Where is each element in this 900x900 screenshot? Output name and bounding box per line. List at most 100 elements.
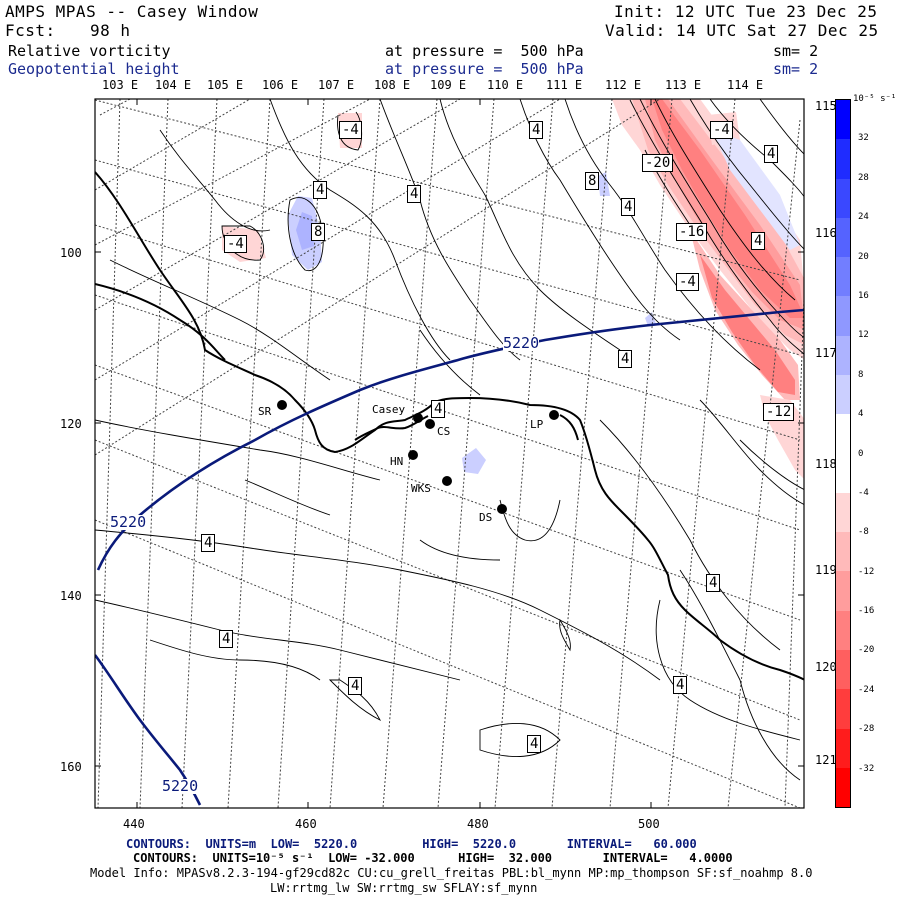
- field1-smoothing: sm= 2: [773, 42, 819, 60]
- vorticity-contour-label: 4: [201, 534, 216, 552]
- vorticity-contour-label: 4: [673, 676, 688, 694]
- axis-ticks: [95, 99, 804, 808]
- station-marker-ds: [497, 504, 507, 514]
- station-label-cs: CS: [437, 425, 451, 438]
- vorticity-contour-label: 4: [529, 121, 544, 139]
- field2-level: at pressure = 500 hPa: [385, 60, 584, 78]
- vorticity-contour-label: 4: [348, 677, 363, 695]
- station-marker-lp: [549, 410, 559, 420]
- lon-label: 107 E: [318, 78, 355, 92]
- y-axis-label: 100: [60, 246, 82, 260]
- station-label-sr: SR: [258, 405, 272, 418]
- colorbar-swatch: [836, 571, 850, 611]
- colorbar-tick-label: 8: [858, 369, 864, 380]
- station-marker-hn: [408, 450, 418, 460]
- colorbar-swatch: [836, 374, 850, 415]
- station-marker-wks: [442, 476, 452, 486]
- colorbar-tick-label: -16: [858, 606, 875, 617]
- colorbar-tick-label: 28: [858, 172, 869, 183]
- station-marker-cs: [425, 419, 435, 429]
- lon-label: 105 E: [207, 78, 244, 92]
- lon-label: 103 E: [102, 78, 139, 92]
- colorbar-tick-label: 32: [858, 133, 869, 144]
- height-contour-label: 5220: [503, 334, 540, 352]
- station-label-lp: LP: [530, 418, 544, 431]
- colorbar-swatch: [836, 139, 850, 179]
- lon-label: 112 E: [605, 78, 642, 92]
- colorbar-swatch: [836, 728, 850, 768]
- colorbar-swatch: [836, 178, 850, 218]
- x-axis-label: 480: [467, 817, 489, 831]
- vorticity-contour-label: -4: [224, 235, 247, 253]
- colorbar-swatch: [836, 217, 850, 258]
- colorbar-tick-label: -4: [858, 487, 869, 498]
- colorbar-swatch: [836, 335, 850, 375]
- vorticity-contour-label: 4: [219, 630, 234, 648]
- station-label-hn: HN: [390, 455, 404, 468]
- colorbar-tick-label: 16: [858, 290, 869, 301]
- colorbar-tick-label: -32: [858, 763, 875, 774]
- y-axis-label: 140: [60, 589, 82, 603]
- height-contour-label: 5220: [110, 513, 147, 531]
- lon-label: 114 E: [727, 78, 764, 92]
- vorticity-contour-label: 4: [313, 181, 328, 199]
- model-info-physics: LW:rrtmg_lw SW:rrtmg_sw SFLAY:sf_mynn: [270, 881, 538, 895]
- colorbar-tick-label: 20: [858, 251, 869, 262]
- colorbar-swatch: [836, 532, 850, 572]
- colorbar-tick-label: 0: [858, 448, 864, 459]
- lon-label: 111 E: [546, 78, 583, 92]
- vorticity-contour-label: 8: [311, 223, 326, 241]
- init-time: Init: 12 UTC Tue 23 Dec 25: [614, 2, 878, 21]
- colorbar-swatch: [836, 610, 850, 650]
- lon-label: 104 E: [155, 78, 192, 92]
- colorbar-swatch: [836, 492, 850, 533]
- colorbar-swatch: [836, 296, 850, 336]
- coastline: [95, 171, 804, 681]
- field1-level: at pressure = 500 hPa: [385, 42, 584, 60]
- y-axis-label: 160: [60, 760, 82, 774]
- valid-time: Valid: 14 UTC Sat 27 Dec 25: [605, 21, 879, 40]
- plot-title: AMPS MPAS -- Casey Window: [5, 2, 259, 21]
- vorticity-contour-label: 4: [527, 735, 542, 753]
- vorticity-contour-label: 4: [751, 232, 766, 250]
- vorticity-contour-label: 4: [764, 145, 779, 163]
- colorbar-tick-label: -28: [858, 724, 875, 735]
- x-axis-label: 500: [638, 817, 660, 831]
- x-axis-label: 440: [123, 817, 145, 831]
- colorbar-swatch: [836, 453, 850, 493]
- colorbar: [835, 99, 851, 808]
- vorticity-contour-label: 4: [431, 400, 446, 418]
- field1-name: Relative vorticity: [8, 42, 171, 60]
- forecast-label: Fcst:: [5, 21, 56, 40]
- vorticity-contour-label: -16: [676, 223, 708, 241]
- model-info: Model Info: MPASv8.2.3-194-gf29cd82c CU:…: [90, 866, 813, 880]
- field2-smoothing: sm= 2: [773, 60, 819, 78]
- colorbar-tick-label: 12: [858, 330, 869, 341]
- plot-frame: [94, 98, 805, 809]
- vorticity-contour-label: 4: [706, 574, 721, 592]
- colorbar-tick-label: -12: [858, 566, 875, 577]
- field2-name: Geopotential height: [8, 60, 180, 78]
- vorticity-contour-label: -12: [763, 403, 795, 421]
- x-axis-label: 460: [295, 817, 317, 831]
- vorticity-contour-label: -4: [339, 121, 362, 139]
- lon-label: 106 E: [262, 78, 299, 92]
- vorticity-contour-label: 4: [621, 198, 636, 216]
- colorbar-tick-label: 24: [858, 212, 869, 223]
- colorbar-swatch: [836, 767, 850, 808]
- lon-label: 109 E: [430, 78, 467, 92]
- lon-label: 108 E: [374, 78, 411, 92]
- height-contour-info: CONTOURS: UNITS=m LOW= 5220.0 HIGH= 5220…: [126, 837, 697, 851]
- vorticity-contour-label: -4: [710, 121, 733, 139]
- vorticity-contour-label: 8: [585, 172, 600, 190]
- vorticity-contour-info: CONTOURS: UNITS=10⁻⁵ s⁻¹ LOW= -32.000 HI…: [133, 851, 733, 865]
- station-label-wks: WKS: [411, 482, 431, 495]
- vorticity-contour-label: -20: [642, 154, 674, 172]
- station-marker-casey: [413, 413, 423, 423]
- height-contour-label: 5220: [162, 777, 199, 795]
- station-marker-sr: [277, 400, 287, 410]
- colorbar-swatch: [836, 257, 850, 297]
- colorbar-tick-label: -24: [858, 684, 875, 695]
- colorbar-swatch: [836, 689, 850, 729]
